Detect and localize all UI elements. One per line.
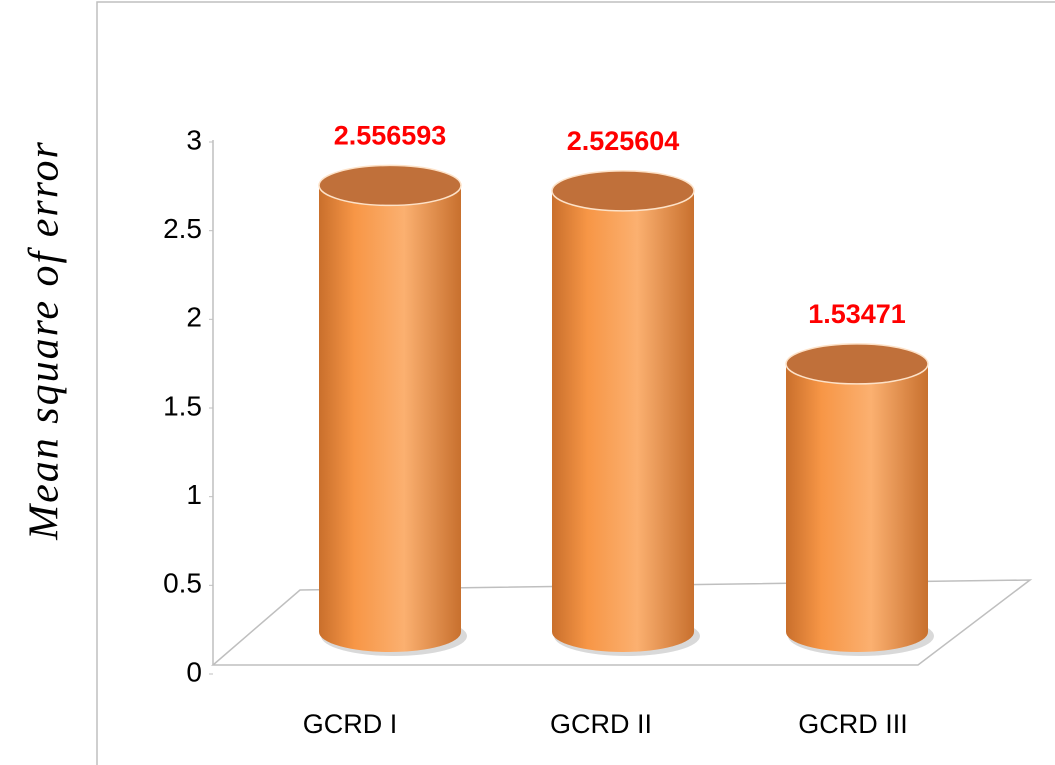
y-tick-label: 0.5	[163, 568, 202, 599]
y-tick-label: 2	[186, 302, 202, 333]
y-tick-label: 1	[186, 479, 202, 510]
y-tick-label: 0	[186, 656, 202, 687]
y-tick-label: 2.5	[163, 213, 202, 244]
bar-body	[319, 185, 461, 652]
bar	[785, 343, 934, 656]
x-tick-label: GCRD I	[303, 709, 398, 739]
y-tick-label: 1.5	[163, 390, 202, 421]
bar-top	[318, 164, 462, 207]
x-tick-label: GCRD III	[798, 709, 908, 739]
bar-body	[552, 190, 694, 652]
value-label: 2.556593	[334, 121, 447, 151]
value-label: 2.525604	[567, 126, 680, 156]
bar-body	[786, 363, 928, 652]
y-axis-label: Mean square of error	[22, 140, 68, 541]
bar	[318, 164, 467, 656]
bar-top	[551, 170, 695, 212]
frame	[96, 1, 1055, 765]
bar-top	[785, 343, 929, 385]
bar	[551, 170, 700, 656]
y-tick-label: 3	[186, 124, 202, 155]
value-label: 1.53471	[808, 299, 906, 329]
x-tick-label: GCRD II	[550, 709, 652, 739]
